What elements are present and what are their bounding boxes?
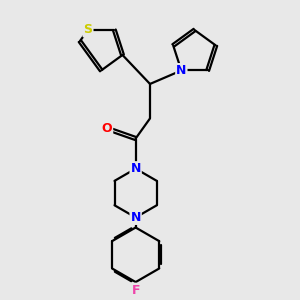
Text: N: N bbox=[176, 64, 187, 77]
Text: O: O bbox=[102, 122, 112, 135]
Text: F: F bbox=[131, 284, 140, 297]
Text: N: N bbox=[130, 211, 141, 224]
Text: S: S bbox=[83, 23, 92, 37]
Text: N: N bbox=[130, 162, 141, 175]
